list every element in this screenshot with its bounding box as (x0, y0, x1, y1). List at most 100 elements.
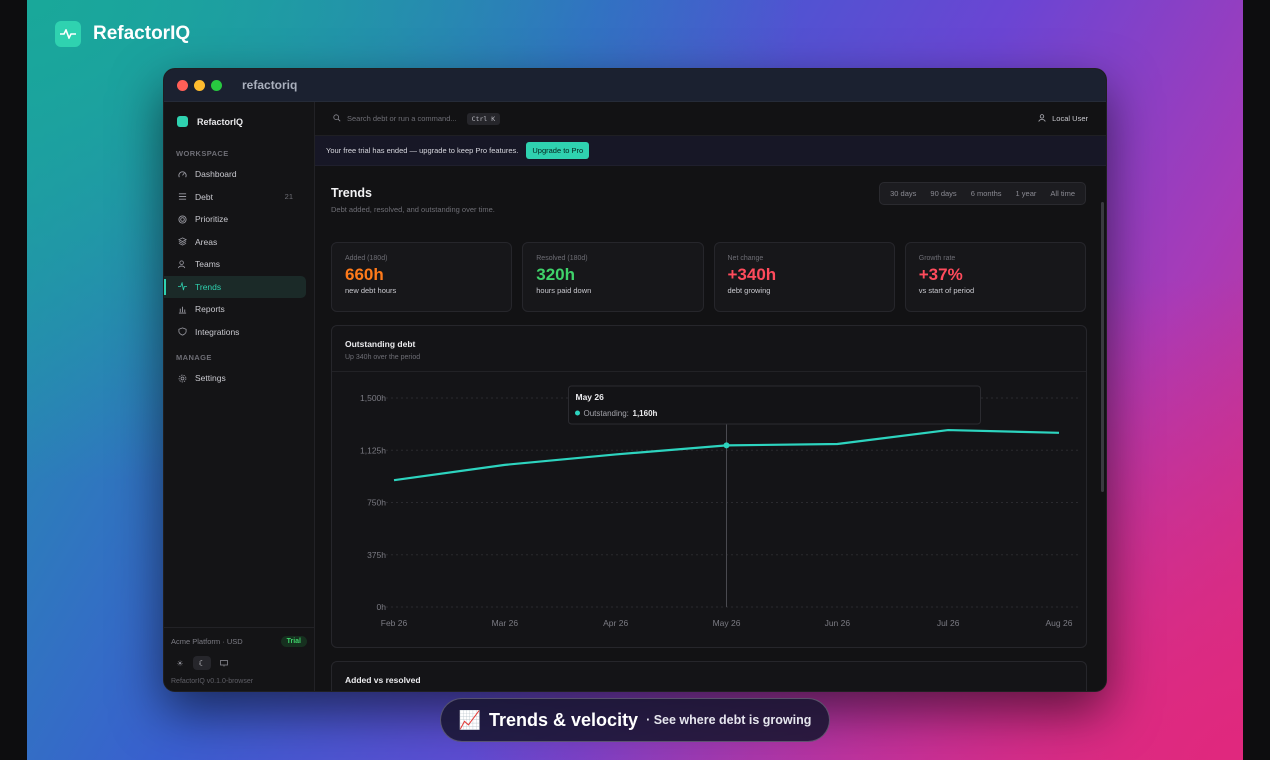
x-tick-label: May 26 (713, 618, 741, 628)
y-tick-label: 0h (377, 602, 387, 612)
close-window-button[interactable] (177, 79, 188, 91)
sidebar-item-label: Areas (195, 236, 218, 247)
brand-name: RefactorIQ (93, 23, 191, 44)
page-content: Trends Debt added, resolved, and outstan… (315, 166, 1106, 691)
org-name[interactable]: Acme Platform · USD (171, 637, 243, 646)
monitor-icon[interactable] (215, 656, 233, 670)
theme-switcher: ☀ ☾ (171, 656, 307, 670)
stat-desc: debt growing (727, 286, 771, 295)
topbar: Search debt or run a command... Ctrl K L… (315, 102, 1106, 136)
debt-count: 21 (284, 192, 293, 202)
sidebar-item-debt[interactable]: Debt 21 (164, 186, 306, 209)
x-tick-label: Jun 26 (825, 618, 851, 628)
maximize-window-button[interactable] (211, 79, 222, 91)
search-bar[interactable]: Search debt or run a command... Ctrl K (333, 112, 501, 125)
chart-title: Outstanding debt (345, 339, 416, 349)
user-menu[interactable]: Local User (1038, 113, 1088, 124)
x-tick-label: Apr 26 (603, 618, 628, 628)
feature-caption: 📈 Trends & velocity · See where debt is … (440, 698, 830, 742)
sidebar-item-teams[interactable]: Teams (164, 253, 306, 276)
window-title: refactoriq (242, 78, 298, 92)
sidebar-item-label: Integrations (195, 326, 240, 337)
caption-title: Trends & velocity (489, 709, 639, 730)
user-name: Local User (1052, 114, 1088, 123)
card-title: Added vs resolved (345, 675, 421, 685)
range-all-time[interactable]: All time (1050, 189, 1075, 198)
stats-row: Added (180d) 660h new debt hours Resolve… (331, 242, 1086, 312)
gauge-icon (177, 169, 187, 179)
sidebar-item-label: Dashboard (195, 169, 237, 180)
tooltip-box (568, 385, 981, 425)
sidebar-item-label: Settings (195, 373, 226, 384)
pulse-icon (55, 21, 81, 47)
sidebar-item-label: Teams (195, 259, 221, 270)
page-subtitle: Debt added, resolved, and outstanding ov… (331, 205, 495, 214)
sidebar-item-reports[interactable]: Reports (164, 298, 306, 321)
range-90-days[interactable]: 90 days (930, 189, 957, 198)
app-window: refactoriq RefactorIQ WORKSPACE Dashboar… (163, 68, 1107, 692)
sidebar-item-prioritize[interactable]: Prioritize (164, 208, 306, 231)
main-area: Search debt or run a command... Ctrl K L… (315, 102, 1106, 691)
sidebar-item-areas[interactable]: Areas (164, 231, 306, 254)
sidebar-brand-name: RefactorIQ (197, 116, 244, 127)
trial-badge: Trial (280, 636, 307, 647)
caption-subtitle: · See where debt is growing (646, 713, 812, 727)
tooltip-value: 1,160h (633, 409, 658, 418)
sidebar-footer: Acme Platform · USD Trial ☀ ☾ RefactorIQ… (164, 627, 314, 691)
shortcut-hint: Ctrl K (466, 112, 501, 125)
stat-desc: hours paid down (536, 286, 592, 295)
shield-icon (177, 327, 187, 337)
stat-card-added: Added (180d) 660h new debt hours (331, 242, 513, 312)
manage-section-label: MANAGE (176, 353, 212, 362)
range-selector: 30 days 90 days 6 months 1 year All time (879, 182, 1086, 205)
x-tick-label: Feb 26 (381, 618, 408, 628)
users-icon (177, 259, 187, 269)
scrollbar[interactable] (1101, 202, 1104, 492)
y-tick-label: 375h (367, 550, 386, 560)
user-icon (1038, 113, 1046, 124)
tooltip-label: Outstanding: (584, 409, 629, 418)
moon-icon[interactable]: ☾ (193, 656, 211, 670)
page-title: Trends (331, 186, 372, 200)
hover-point (723, 442, 730, 449)
tooltip-swatch (575, 410, 580, 416)
sidebar-brand[interactable]: RefactorIQ (164, 102, 314, 141)
y-tick-label: 750h (367, 498, 386, 508)
sidebar-item-dashboard[interactable]: Dashboard (164, 163, 306, 186)
sidebar-item-label: Reports (195, 304, 225, 315)
stat-label: Resolved (180d) (536, 255, 588, 262)
outstanding-debt-chart[interactable]: 0h 375h 750h 1,125h 1,500h Feb 26 Mar 26 Apr 26… (332, 376, 1088, 648)
logo-icon (177, 116, 188, 127)
upgrade-button[interactable]: Upgrade to Pro (526, 142, 590, 159)
sidebar-item-label: Trends (195, 281, 222, 292)
range-30-days[interactable]: 30 days (890, 189, 917, 198)
range-1-year[interactable]: 1 year (1015, 189, 1037, 198)
list-icon (177, 192, 187, 202)
banner-text: Your free trial has ended — upgrade to k… (326, 146, 519, 155)
stat-card-resolved: Resolved (180d) 320h hours paid down (522, 242, 704, 312)
stat-value: +340h (727, 265, 777, 284)
x-tick-label: Mar 26 (492, 618, 519, 628)
chart-emoji-icon: 📈 (458, 709, 482, 730)
sidebar-item-integrations[interactable]: Integrations (164, 321, 306, 344)
sidebar-item-settings[interactable]: Settings (164, 367, 306, 390)
minimize-window-button[interactable] (194, 79, 205, 91)
stat-desc: vs start of period (918, 286, 975, 295)
stat-label: Net change (727, 255, 764, 262)
trial-banner: Your free trial has ended — upgrade to k… (315, 136, 1106, 166)
search-input[interactable]: Search debt or run a command... (347, 114, 457, 123)
target-icon (177, 214, 187, 224)
gear-icon (177, 373, 187, 383)
range-6-months[interactable]: 6 months (970, 189, 1002, 198)
stat-value: +37% (918, 265, 963, 284)
stat-value: 320h (536, 265, 575, 284)
sun-icon[interactable]: ☀ (176, 658, 184, 668)
sidebar-item-trends[interactable]: Trends (164, 275, 306, 298)
sidebar-item-label: Debt (195, 191, 213, 202)
layers-icon (177, 237, 187, 247)
stat-card-net-change: Net change +340h debt growing (713, 242, 895, 312)
titlebar: refactoriq (164, 69, 1106, 102)
brand: RefactorIQ (55, 21, 190, 47)
activity-icon (177, 282, 187, 292)
stat-label: Growth rate (918, 255, 956, 262)
